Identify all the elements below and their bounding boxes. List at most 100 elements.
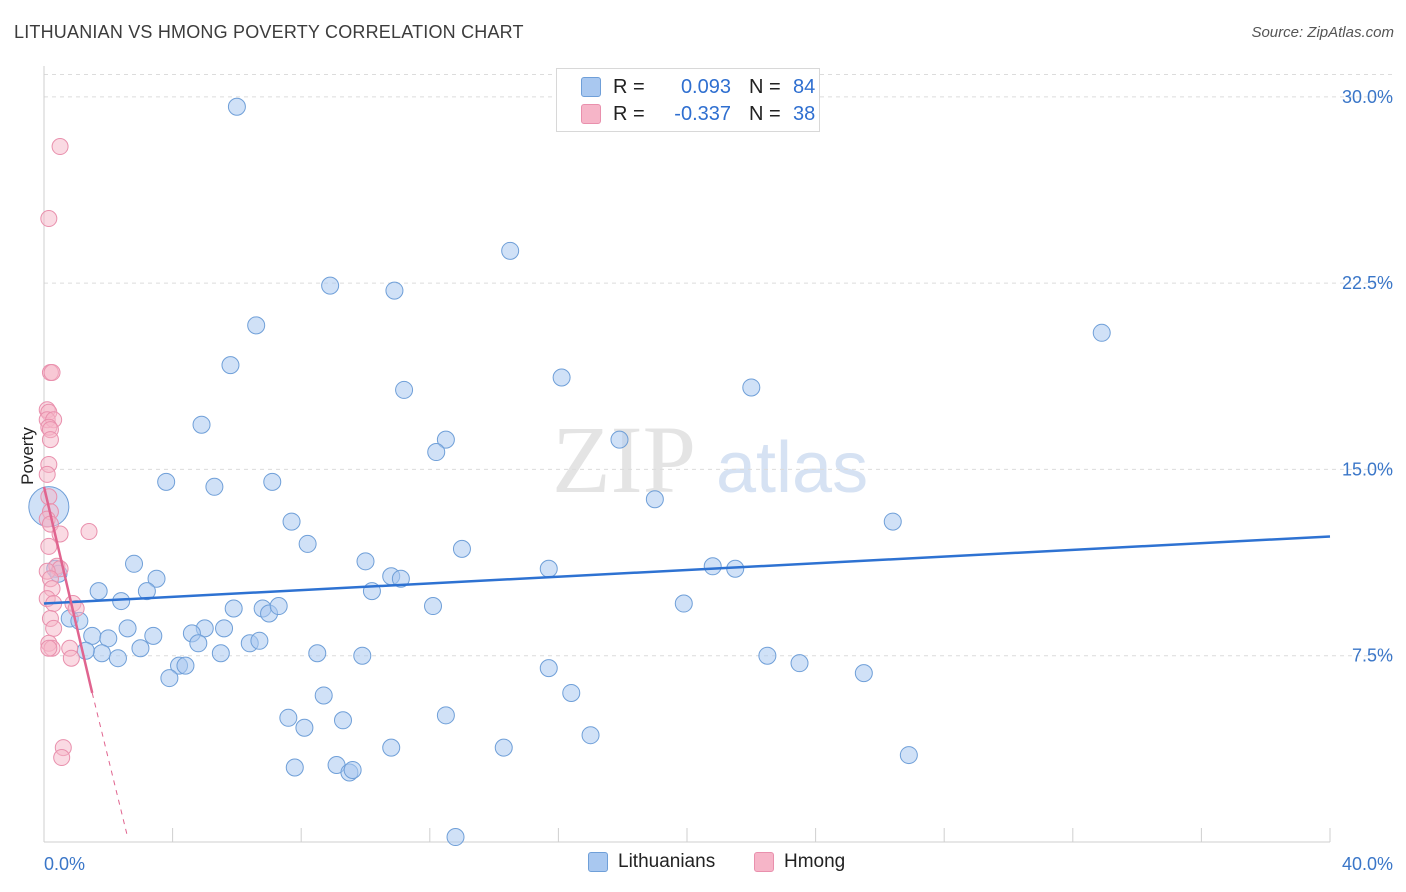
lithuanians-point — [424, 597, 443, 616]
y-axis-label: Poverty — [18, 427, 37, 485]
watermark: ZIP atlas — [552, 406, 868, 513]
lithuanians-point — [137, 582, 156, 601]
hmong-point — [80, 523, 98, 541]
lithuanians-point — [227, 97, 246, 116]
legend-r-label: R = — [613, 75, 645, 98]
lithuanians-point — [562, 683, 581, 702]
lithuanians-point — [703, 557, 722, 576]
lithuanians-point — [494, 738, 513, 757]
lithuanians-point — [131, 639, 150, 658]
lithuanians-point — [215, 619, 234, 638]
legend-r-label: R = — [613, 102, 645, 125]
lithuanians-point — [391, 569, 410, 588]
hmong-point — [40, 537, 58, 555]
lithuanians-point — [295, 718, 314, 737]
lithuanians-point — [282, 512, 301, 531]
lithuanians-point — [539, 559, 558, 578]
legend-n-value: 38 — [793, 102, 816, 125]
lithuanians-point — [92, 644, 111, 663]
lithuanians-point — [189, 634, 208, 653]
lithuanians-point — [343, 760, 362, 779]
lithuanians-point — [581, 726, 600, 745]
lithuanians-point — [436, 706, 455, 725]
lithuanians-point — [395, 380, 414, 399]
lithuanians-point — [108, 649, 127, 668]
lithuanians-point — [279, 708, 298, 727]
hmong-point — [62, 649, 80, 667]
lithuanians-point — [674, 594, 693, 613]
lithuanians-point — [883, 512, 902, 531]
lithuanians-point — [1092, 323, 1111, 342]
y-tick-label: 30.0% — [1342, 87, 1393, 107]
lithuanians-point — [147, 569, 166, 588]
lithuanians-point — [118, 619, 137, 638]
lithuanians-point — [125, 554, 144, 573]
legend-r-value: -0.337 — [674, 102, 731, 125]
legend-n-label: N = — [749, 102, 781, 125]
chart-title: LITHUANIAN VS HMONG POVERTY CORRELATION … — [14, 22, 524, 42]
series-legend-hmong[interactable]: Hmong — [754, 851, 845, 873]
hmong-trendline-extension — [91, 692, 129, 838]
lithuanians-point — [899, 746, 918, 765]
lithuanians-point — [224, 599, 243, 618]
tick-labels: 7.5% 15.0% 22.5% 30.0% 0.0% 40.0% — [44, 87, 1393, 874]
trendlines — [42, 486, 1331, 838]
lithuanians-point — [742, 378, 761, 397]
lithuanians-point — [160, 669, 179, 688]
lithuanians-point — [192, 415, 211, 434]
hmong-point — [40, 639, 58, 657]
hmong-point — [43, 364, 61, 382]
lithuanians-point — [176, 656, 195, 675]
hmong-point — [45, 619, 63, 637]
lithuanians-point — [144, 626, 163, 645]
lithuanians-point — [333, 711, 352, 730]
lithuanians-point — [308, 644, 327, 663]
lithuanians-point — [436, 430, 455, 449]
legend-row-lithuanians: R = 0.093 N = 84 — [581, 74, 815, 100]
legend-r-value: 0.093 — [680, 75, 731, 98]
legend-n-label: N = — [749, 75, 781, 98]
lithuanians-point — [552, 368, 571, 387]
lithuanians-point — [539, 659, 558, 678]
lithuanians-point — [205, 477, 224, 496]
legend-swatch-hmong — [581, 104, 601, 124]
series-lithuanians — [28, 97, 1111, 847]
lithuanians-trendline — [43, 535, 1331, 605]
lithuanians-point — [854, 664, 873, 683]
lithuanians-point — [298, 534, 317, 553]
legend-swatch-lithuanians — [581, 77, 601, 97]
lithuanians-point — [356, 552, 375, 571]
axes — [43, 66, 1331, 843]
hmong-point — [38, 465, 56, 483]
lithuanians-point — [89, 582, 108, 601]
lithuanians-point — [221, 356, 240, 375]
y-tick-label: 15.0% — [1342, 459, 1393, 479]
lithuanians-point — [385, 281, 404, 300]
legend-n-value: 84 — [793, 75, 816, 98]
lithuanians-point — [610, 430, 629, 449]
lithuanians-point — [501, 241, 520, 260]
lithuanians-point — [645, 490, 664, 509]
lithuanians-point — [790, 654, 809, 673]
lithuanians-point — [314, 686, 333, 705]
series-legend-lithuanians[interactable]: Lithuanians — [588, 851, 715, 873]
series-swatch-hmong — [754, 852, 774, 872]
watermark-atlas: atlas — [716, 428, 868, 508]
lithuanians-point — [269, 597, 288, 616]
hmong-point — [41, 431, 59, 449]
hmong-point — [40, 210, 58, 228]
x-tick-label: 40.0% — [1342, 854, 1393, 874]
series-legend: Lithuanians Hmong — [0, 851, 1406, 879]
lithuanians-point — [250, 631, 269, 650]
lithuanians-point — [452, 539, 471, 558]
lithuanians-point — [321, 276, 340, 295]
series-legend-label: Lithuanians — [618, 851, 716, 872]
lithuanians-point — [263, 472, 282, 491]
y-tick-label: 7.5% — [1352, 646, 1393, 666]
lithuanians-point — [427, 443, 446, 462]
lithuanians-point — [211, 644, 230, 663]
hmong-point — [53, 749, 71, 767]
source-credit: Source: ZipAtlas.com — [1251, 24, 1394, 41]
stats-legend: R = 0.093 N = 84 R = -0.337 N = 38 — [556, 68, 820, 132]
